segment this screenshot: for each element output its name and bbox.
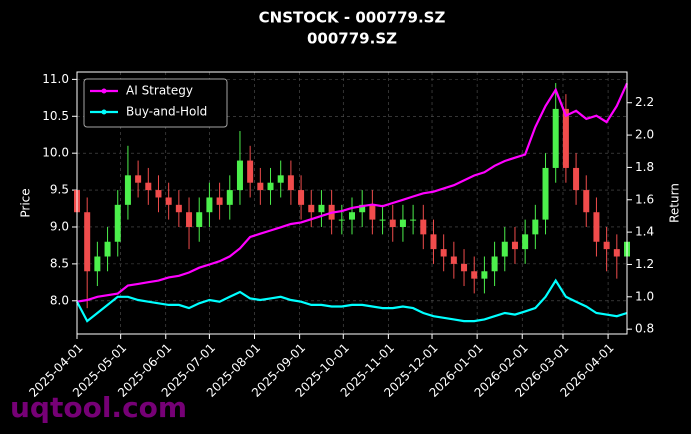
candle-body [124, 175, 131, 205]
candle-body [491, 256, 498, 272]
legend: AI Strategy Buy-and-Hold [83, 78, 228, 128]
candle-body [501, 241, 508, 257]
candle-body [603, 241, 610, 250]
candle-body [430, 234, 437, 250]
plot-frame [76, 71, 628, 335]
candle-body [114, 204, 121, 242]
candle-body [277, 175, 284, 183]
candle-body [308, 204, 315, 213]
candle-body [389, 219, 396, 227]
legend-box [83, 78, 228, 128]
candle-body [175, 204, 182, 213]
y-tick-label: 9.0 [50, 219, 69, 233]
y-tick-label: 10.5 [42, 109, 69, 123]
candle-body [420, 219, 427, 235]
candle-body [318, 204, 325, 213]
candle-body [379, 219, 386, 221]
y2-tick-label: 1.0 [635, 289, 654, 303]
candle-body [267, 182, 274, 191]
candle-body [226, 190, 233, 205]
y-tick-label: 10.0 [42, 146, 69, 160]
candle-body [450, 256, 457, 264]
series-line [76, 278, 628, 323]
candle-body [359, 204, 366, 213]
candle-body [461, 263, 468, 272]
candle-body [196, 212, 203, 227]
candle-body [298, 190, 305, 205]
candle-body [84, 212, 91, 272]
y-tick-label: 8.0 [50, 293, 69, 307]
y2-tick-label: 1.8 [635, 160, 654, 174]
candle-body [440, 249, 447, 257]
candle-body [613, 249, 620, 257]
y-tick-label: 8.5 [50, 256, 69, 270]
candle-body [399, 219, 406, 227]
legend-marker [101, 88, 107, 94]
candle-body [532, 219, 539, 235]
candle-body [287, 175, 294, 191]
candle-body [104, 241, 111, 257]
y2-tick-label: 1.4 [635, 225, 654, 239]
candle-body [206, 197, 213, 213]
y2-tick-label: 2.2 [635, 95, 654, 109]
candle-body [511, 241, 518, 250]
candle-body [481, 271, 488, 279]
candle-body [542, 167, 549, 220]
candle-body [165, 197, 172, 205]
candle-body [155, 190, 162, 198]
y2-axis-label: Return [668, 183, 682, 223]
candle-body [552, 108, 559, 168]
chart-subtitle: 000779.SZ [307, 30, 397, 48]
candle-body [410, 219, 417, 221]
candle-body [562, 108, 569, 168]
legend-label: AI Strategy [126, 84, 193, 98]
candle-body [369, 204, 376, 220]
watermark: uqtool.com [10, 391, 187, 424]
candle-body [573, 167, 580, 191]
candle-body [216, 197, 223, 205]
candle-body [471, 271, 478, 279]
y2-tick-label: 1.2 [635, 257, 654, 271]
chart-title: CNSTOCK - 000779.SZ [259, 9, 446, 27]
candle-body [186, 212, 193, 227]
candle-body [257, 182, 264, 191]
candle-body [135, 175, 142, 183]
candle-body [145, 182, 152, 191]
y-tick-label: 11.0 [42, 72, 69, 86]
y2-tick-label: 0.8 [635, 322, 654, 336]
candle-body [522, 234, 529, 250]
candle-body [236, 160, 243, 191]
y-axis-label: Price [19, 188, 33, 217]
legend-label: Buy-and-Hold [126, 105, 207, 119]
candle-body [338, 219, 345, 221]
y2-tick-label: 2.0 [635, 128, 654, 142]
candle-body [593, 212, 600, 242]
y-tick-label: 9.5 [50, 183, 69, 197]
candle-body [247, 160, 254, 183]
candle-body [583, 190, 590, 213]
series-line [76, 82, 629, 303]
legend-marker [101, 109, 107, 115]
candle-body [94, 256, 101, 272]
y2-tick-label: 1.6 [635, 192, 654, 206]
candle-body [349, 212, 355, 220]
